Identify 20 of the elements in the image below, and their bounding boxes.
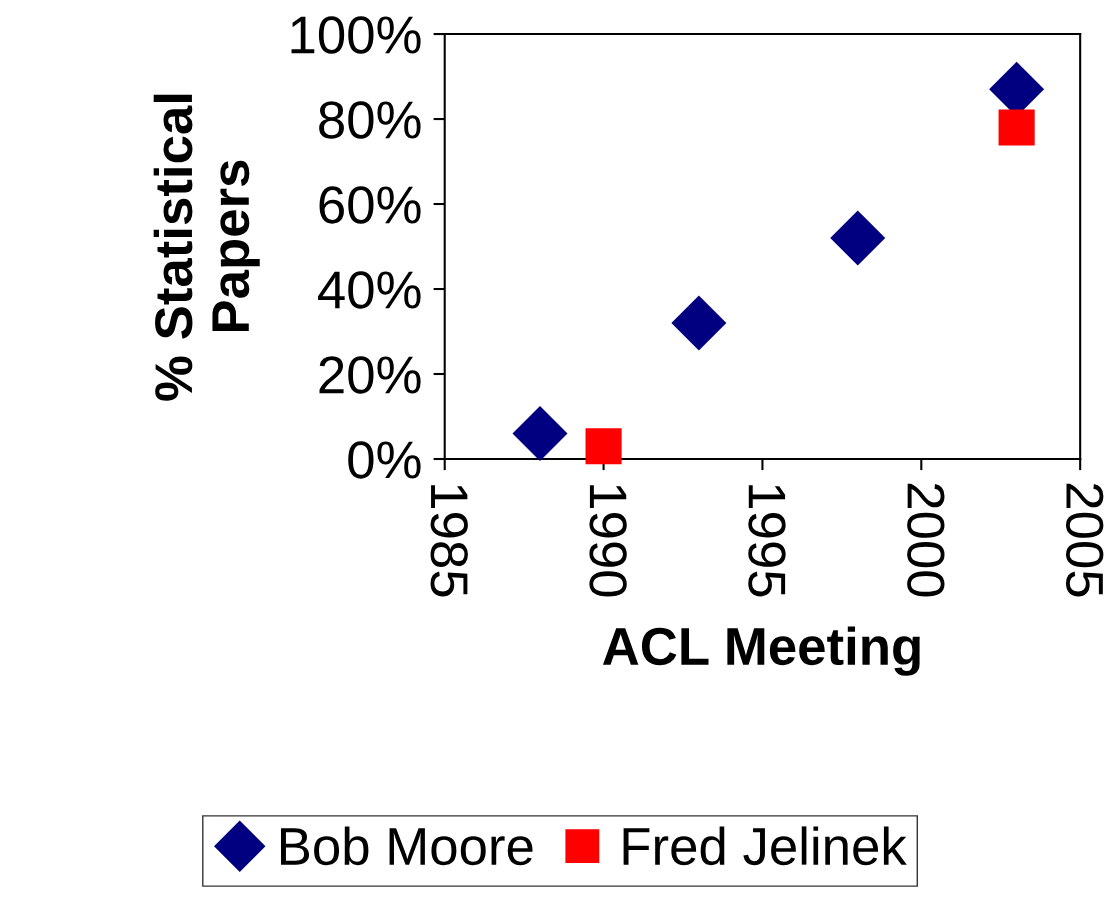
y-tick-label: 0% xyxy=(348,441,421,479)
y-tick-label: 60% xyxy=(319,186,421,224)
point xyxy=(998,109,1035,146)
y-tick-label: 80% xyxy=(319,101,421,139)
y-tick-label: 100% xyxy=(291,16,421,54)
y-tick-label: 20% xyxy=(319,356,421,394)
x-tick-label: 1990 xyxy=(589,485,627,597)
legend-label: Bob Moore xyxy=(281,826,533,866)
legend-label: Fred Jelinek xyxy=(623,826,907,866)
point xyxy=(671,295,727,351)
x-axis-title: ACL Meeting xyxy=(602,626,920,676)
x-tick-label: 1995 xyxy=(748,485,786,597)
x-tick-label: 2000 xyxy=(907,483,945,597)
x-tick-label: 1985 xyxy=(430,485,468,597)
point xyxy=(512,406,568,461)
y-tick-label: 40% xyxy=(318,271,421,309)
point xyxy=(830,210,886,266)
y-axis-title: % Statistical Papers xyxy=(153,94,260,401)
point xyxy=(585,428,622,465)
x-tick-label: 2005 xyxy=(1066,483,1104,597)
